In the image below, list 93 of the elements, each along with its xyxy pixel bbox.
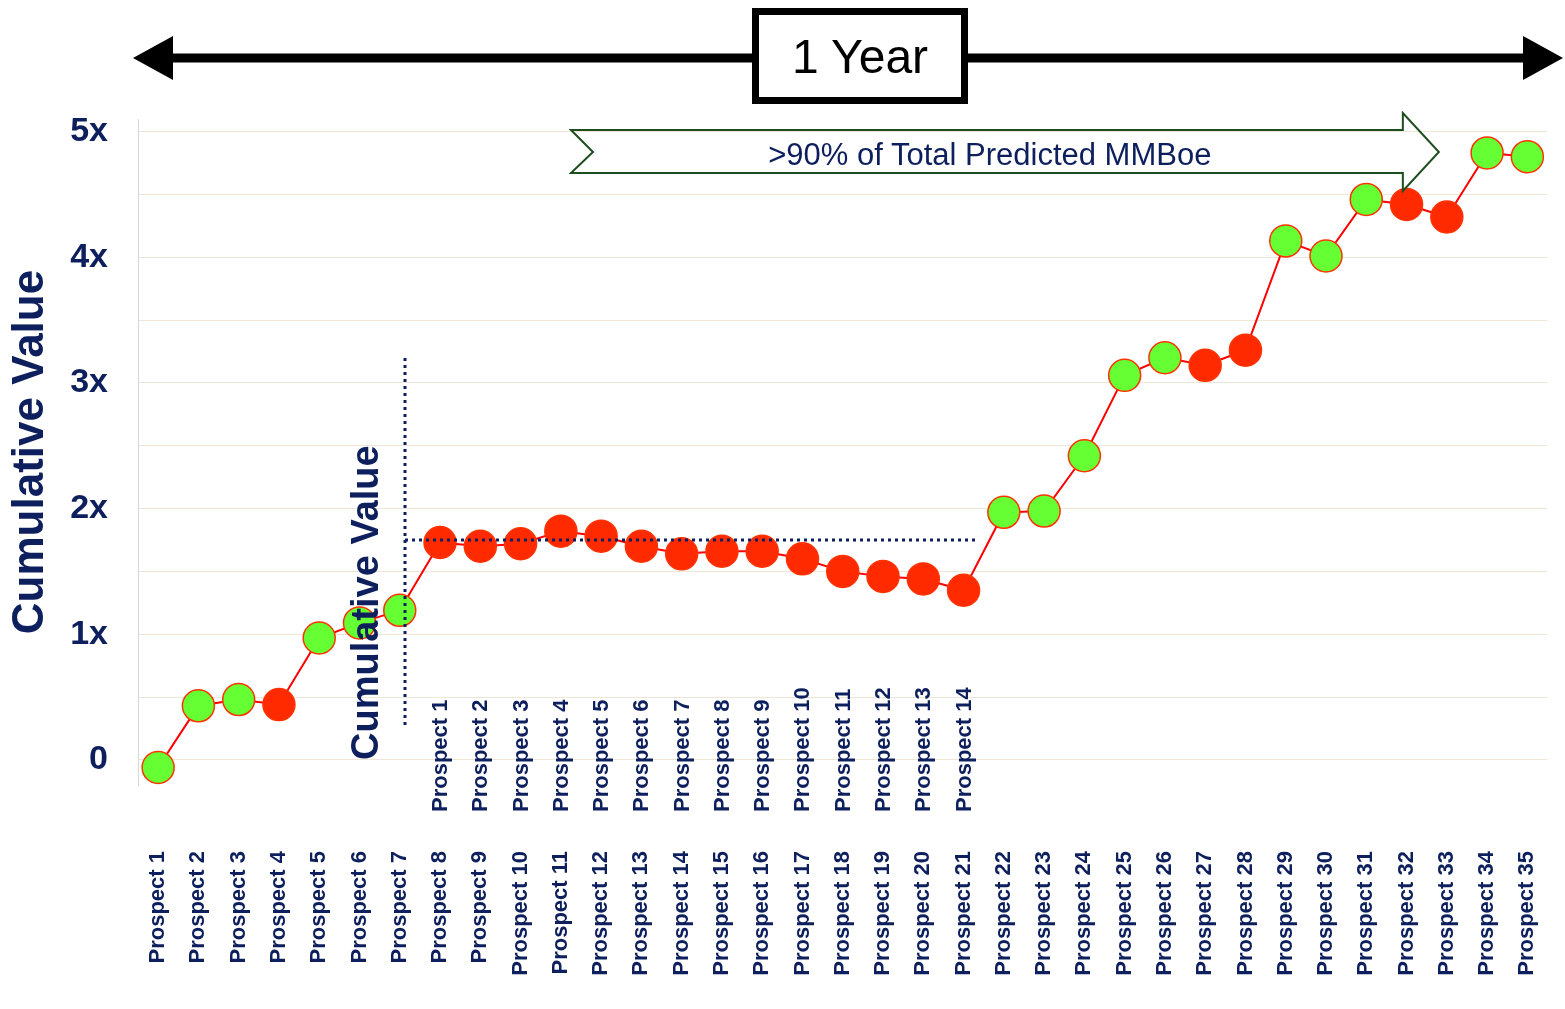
point — [1389, 187, 1424, 222]
x-tick-label: Prospect 14 — [667, 850, 693, 976]
annotation: Prospect 3 — [507, 699, 534, 812]
x-tick-label: Prospect 30 — [1312, 851, 1338, 976]
annotation: Prospect 6 — [628, 699, 655, 812]
x-tick-label: Prospect 1 — [144, 851, 170, 964]
point — [624, 529, 659, 563]
point — [1349, 182, 1384, 217]
point — [221, 682, 256, 717]
x-tick-label: Prospect 4 — [265, 850, 291, 964]
y-tick-label: 4x — [70, 235, 109, 274]
x-tick-label: Prospect 2 — [184, 851, 210, 964]
x-tick-label: Prospect 18 — [828, 851, 854, 976]
text: 1 Year — [752, 8, 968, 104]
x-tick-label: Prospect 27 — [1191, 851, 1217, 976]
x-tick-label: Prospect 29 — [1271, 851, 1297, 976]
point — [1430, 200, 1464, 234]
point — [987, 495, 1021, 530]
x-tick-label: Prospect 26 — [1150, 851, 1176, 976]
y-tick-label: 1x — [70, 612, 109, 651]
x-tick-label: Prospect 3 — [224, 851, 250, 964]
x-tick-label: Prospect 24 — [1070, 850, 1096, 976]
point — [544, 514, 578, 548]
annotation: Prospect 9 — [749, 699, 776, 812]
y-tick-label: 0 — [89, 738, 108, 777]
point — [1067, 439, 1102, 473]
x-tick-label: Prospect 12 — [587, 851, 613, 976]
point — [785, 542, 820, 576]
x-tick-label: Prospect 11 — [546, 851, 572, 975]
x-tick-label: Prospect 31 — [1352, 851, 1378, 976]
x-tick-label: Prospect 20 — [909, 851, 935, 976]
point — [1107, 358, 1142, 393]
point — [1268, 224, 1303, 258]
x-tick-label: Prospect 5 — [305, 851, 331, 964]
x-tick-label: Prospect 6 — [345, 851, 371, 964]
point — [262, 687, 296, 722]
annotation: >90% of Total Predicted MMBoe — [767, 136, 1213, 174]
point — [181, 689, 216, 723]
annotation: Prospect 5 — [588, 699, 615, 812]
annotation: Prospect 7 — [668, 699, 695, 812]
point — [906, 562, 941, 596]
x-tick-label: Prospect 28 — [1231, 851, 1257, 976]
x-tick-label: Prospect 19 — [869, 851, 895, 976]
point — [826, 554, 860, 589]
point — [1510, 139, 1545, 174]
annotation: Prospect 2 — [467, 699, 494, 812]
point — [1228, 333, 1263, 367]
x-tick-label: Prospect 7 — [385, 851, 411, 964]
point — [866, 559, 900, 594]
point — [141, 750, 175, 785]
point — [664, 537, 699, 571]
annotation: Prospect 14 — [950, 687, 977, 812]
point — [503, 526, 538, 561]
x-tick-label: Prospect 10 — [506, 851, 532, 976]
point — [946, 573, 981, 607]
annotation: Prospect 8 — [708, 699, 735, 812]
x-tick-label: Prospect 33 — [1432, 851, 1458, 976]
x-tick-label: Prospect 8 — [426, 851, 452, 964]
annotation: Prospect 11 — [829, 688, 856, 812]
x-tick-label: Prospect 23 — [1030, 851, 1056, 976]
point — [705, 534, 739, 569]
x-tick-label: Prospect 25 — [1110, 851, 1136, 976]
x-tick-label: Prospect 22 — [989, 851, 1015, 976]
point — [745, 534, 779, 569]
x-tick-label: Prospect 16 — [748, 851, 774, 976]
point — [584, 519, 618, 553]
x-tick-label: Prospect 13 — [627, 851, 653, 976]
y-tick-label: 2x — [70, 486, 109, 525]
annotation: Prospect 13 — [910, 687, 937, 812]
annotation: Prospect 10 — [789, 687, 816, 812]
point — [463, 529, 498, 563]
annotation: Prospect 12 — [870, 687, 896, 812]
y-axis-title: Cumulative Value — [2, 269, 52, 635]
x-tick-label: Prospect 9 — [466, 851, 492, 964]
x-tick-label: Prospect 21 — [949, 851, 975, 976]
point — [1309, 239, 1343, 273]
x-tick-label: Prospect 17 — [788, 851, 814, 976]
point — [383, 593, 417, 628]
annotation: Prospect 4 — [547, 699, 574, 812]
point — [1188, 348, 1222, 383]
point — [423, 525, 457, 560]
point — [1148, 341, 1182, 375]
point — [1027, 494, 1061, 528]
annotation: Prospect 1 — [427, 699, 454, 812]
point — [1470, 136, 1504, 170]
x-tick-label: Prospect 34 — [1473, 850, 1499, 976]
annotation: Cumulative Value — [344, 445, 388, 760]
x-tick-label: Prospect 35 — [1513, 851, 1539, 976]
y-tick-label: 5x — [70, 109, 109, 148]
point — [302, 621, 336, 655]
y-tick-label: 3x — [70, 361, 109, 400]
x-tick-label: Prospect 32 — [1392, 851, 1418, 976]
x-tick-label: Prospect 15 — [708, 851, 733, 976]
